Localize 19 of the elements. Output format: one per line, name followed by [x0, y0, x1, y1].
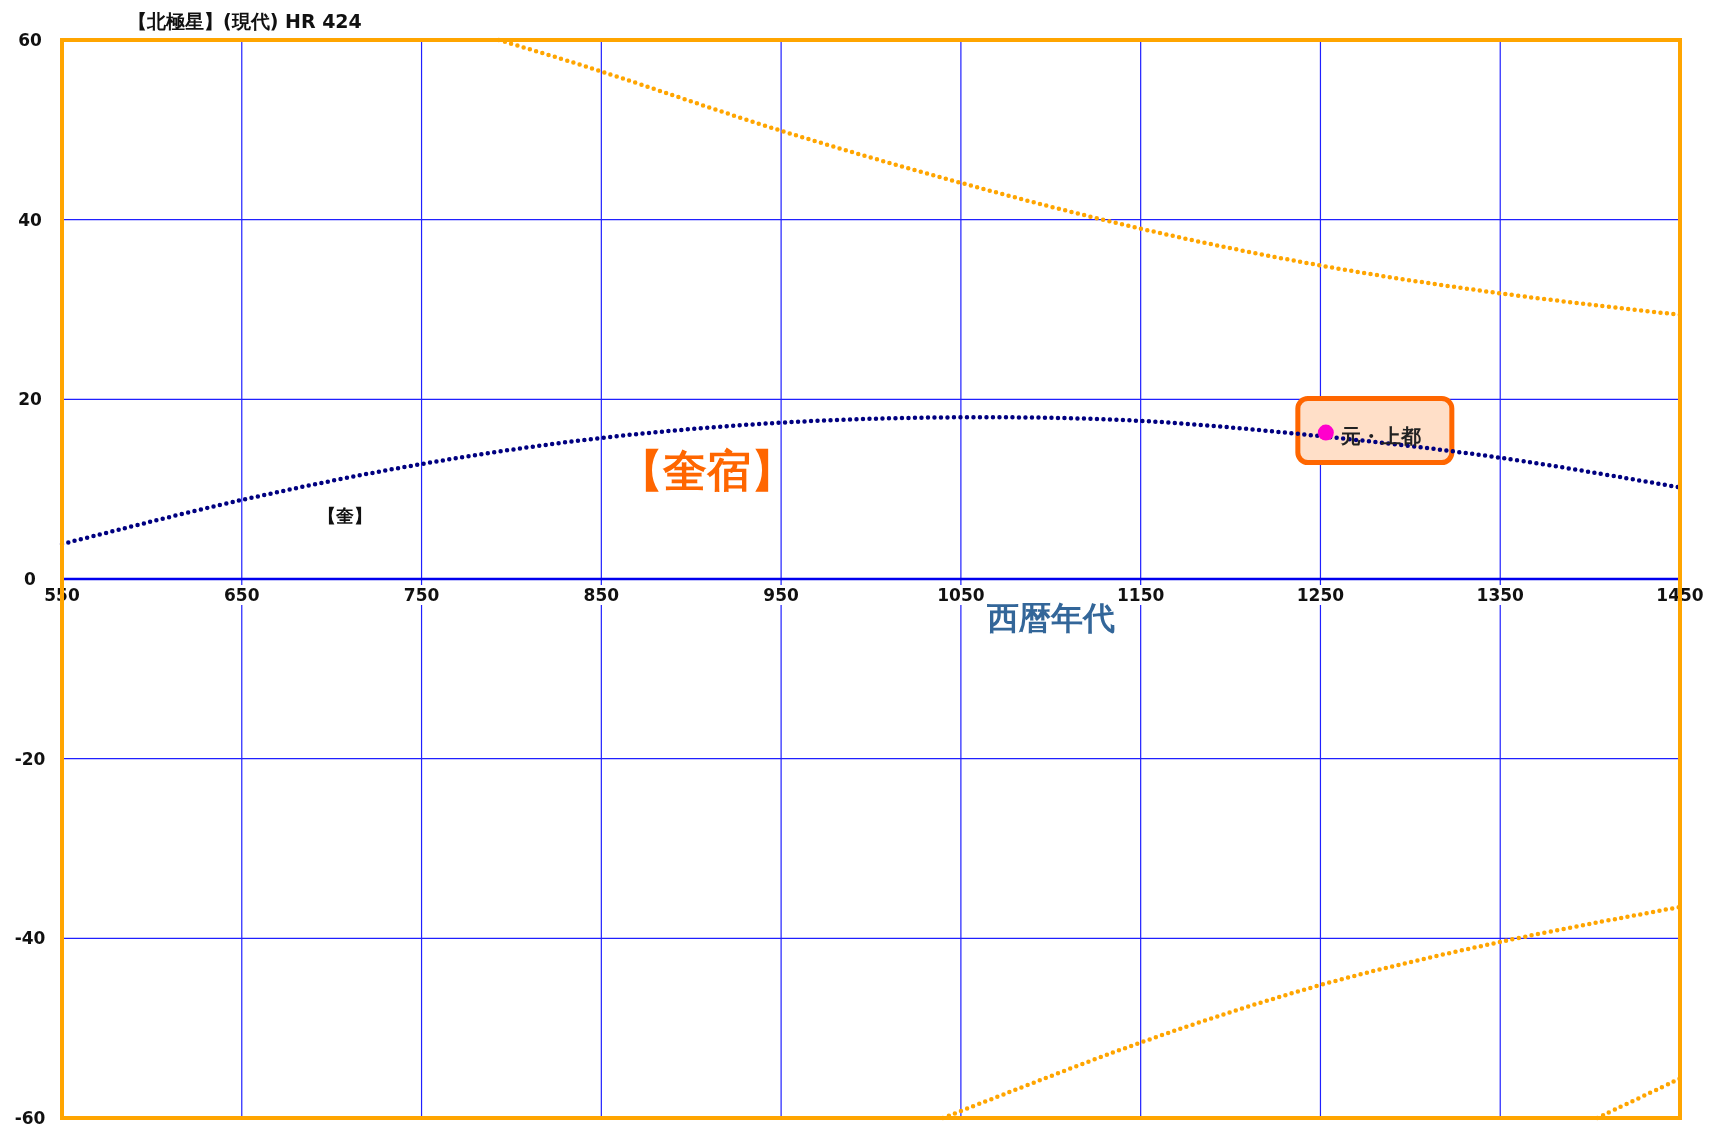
y-tick-label: 0	[24, 569, 37, 589]
chart-title: 【北極星】(現代) HR 424	[128, 10, 362, 32]
y-tick-label: -60	[14, 1108, 46, 1128]
y-tick-label: 20	[18, 389, 42, 410]
annotation: 【奎】	[318, 505, 372, 526]
x-axis-title: 西暦年代	[986, 599, 1115, 637]
x-tick-label: 1350	[1476, 585, 1525, 605]
x-tick-label: 1150	[1117, 585, 1165, 605]
y-tick-label: -20	[14, 748, 46, 769]
y-tick-label: 40	[18, 209, 42, 230]
x-tick-label: 850	[583, 585, 620, 605]
x-tick-label: 650	[224, 585, 260, 605]
x-tick-label: 750	[403, 585, 440, 605]
x-tick-label: 1250	[1296, 585, 1345, 605]
x-tick-label: 1050	[937, 585, 985, 605]
y-tick-label: 60	[18, 30, 42, 50]
y-tick-label: -40	[14, 928, 46, 949]
annotation: 【奎宿】	[619, 445, 795, 496]
x-tick-label: 950	[763, 585, 800, 605]
